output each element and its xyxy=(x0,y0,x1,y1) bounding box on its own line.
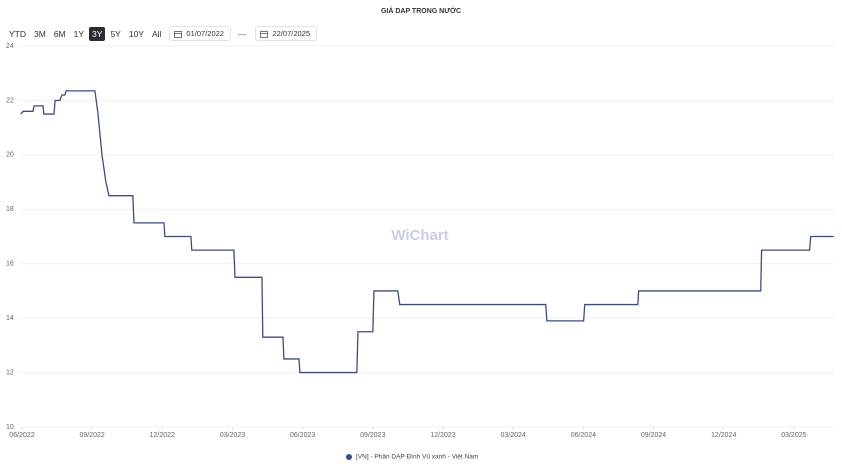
end-date-text: 22/07/2025 xyxy=(272,29,311,38)
y-tick-label: 22 xyxy=(6,97,14,104)
y-tick-label: 14 xyxy=(6,315,14,322)
start-date-text: 01/07/2022 xyxy=(186,29,224,38)
y-tick-label: 24 xyxy=(6,43,14,50)
range-button[interactable]: 10Y xyxy=(128,28,144,39)
legend-marker xyxy=(346,454,352,460)
x-tick-label: 09/2022 xyxy=(79,432,104,439)
x-tick-label: 06/2023 xyxy=(290,432,315,439)
range-button[interactable]: 1Y xyxy=(73,28,85,39)
toolbar: YTD 3M 6M 1Y 3Y 5Y 10Y All 01/07/2022 — 22/07/2… xyxy=(6,26,318,41)
range-button[interactable]: 3M xyxy=(34,28,46,39)
end-date[interactable]: 22/07/2025 xyxy=(255,26,318,41)
range-button[interactable]: YTD xyxy=(9,28,26,39)
legend-label: [VN] - Phân DAP Đình Vũ xanh - Việt Nam xyxy=(356,454,478,461)
x-tick-label: 06/2022 xyxy=(9,432,34,439)
line-series xyxy=(20,90,834,374)
y-tick-label: 12 xyxy=(6,369,14,376)
x-tick-label: 06/2024 xyxy=(571,432,596,439)
x-tick-label: 09/2024 xyxy=(641,432,666,439)
range-button[interactable]: 5Y xyxy=(110,28,121,39)
chart-title: GIÁ DAP TRONG NƯỚC xyxy=(381,6,461,15)
y-tick-label: 20 xyxy=(6,152,14,159)
x-tick-label: 12/2022 xyxy=(150,432,175,439)
x-tick-label: 12/2023 xyxy=(430,432,455,439)
date-separator: — xyxy=(237,28,247,39)
calendar-icon xyxy=(260,30,269,38)
y-tick-label: 16 xyxy=(6,261,14,268)
y-tick-label: 18 xyxy=(6,206,14,213)
x-tick-label: 03/2023 xyxy=(220,432,245,439)
start-date[interactable]: 01/07/2022 xyxy=(169,26,231,41)
x-tick-label: 03/2025 xyxy=(781,432,806,439)
range-button[interactable]: All xyxy=(151,28,162,39)
calendar-icon xyxy=(174,30,183,38)
range-button[interactable]: 3Y xyxy=(89,26,106,41)
x-tick-label: 09/2023 xyxy=(360,432,385,439)
watermark: WiChart xyxy=(391,227,448,244)
x-tick-label: 03/2024 xyxy=(501,432,526,439)
x-tick-label: 12/2024 xyxy=(711,432,736,439)
range-button[interactable]: 6M xyxy=(53,28,66,39)
range-buttons: YTD 3M 6M 1Y 3Y 5Y 10Y All xyxy=(6,26,164,41)
y-tick-label: 10 xyxy=(6,424,14,431)
